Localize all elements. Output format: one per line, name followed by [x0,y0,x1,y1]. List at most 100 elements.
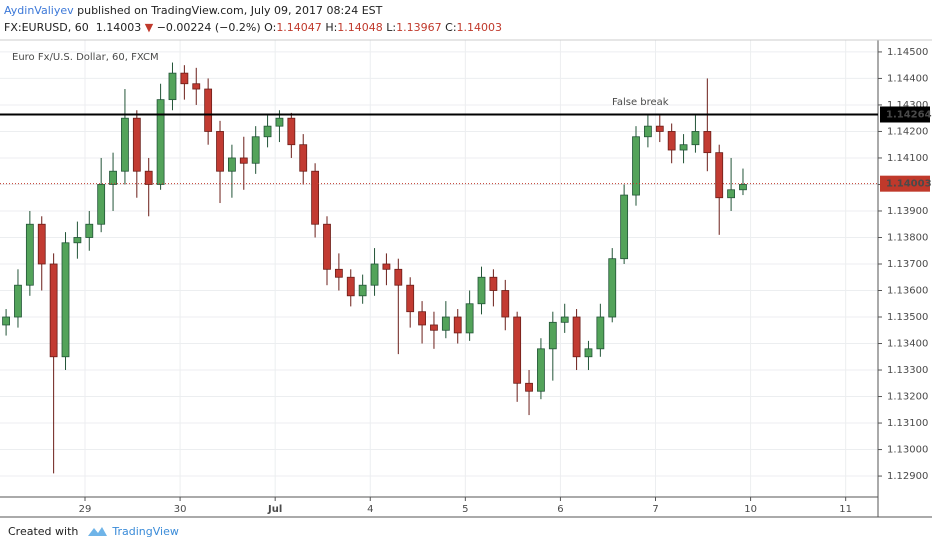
candle-body [679,144,688,151]
o-value: 1.14047 [276,21,322,34]
candle-body [418,311,426,326]
y-tick-label: 1.13200 [887,392,928,403]
l-value: 1.13967 [396,21,442,34]
candle-body [703,131,712,154]
y-tick-label: 1.14500 [887,47,928,58]
x-tick-label: 30 [174,504,187,515]
x-tick-label: 7 [652,504,658,515]
y-tick-label: 1.13300 [887,365,928,376]
candle-body [85,223,94,238]
candle-body [323,223,331,270]
candle-body [228,157,236,172]
candle-body [251,136,260,164]
candle-body [97,184,106,225]
annotation: False break [612,97,669,108]
created-with: Created with [8,524,79,538]
candle-body [73,237,82,244]
candle-body [394,268,403,286]
candle-body [441,316,450,331]
change: −0.00224 (−0.2%) [156,21,261,34]
x-tick-label: 11 [839,504,852,515]
x-tick-label: 29 [79,504,92,515]
candle-body [739,184,747,191]
plot-area [0,40,878,497]
candle-body [168,72,177,101]
x-tick-label: 6 [557,504,563,515]
candle-body [643,125,652,138]
candle-body [584,348,593,358]
candle-body [334,268,343,278]
y-tick-label: 1.14300 [887,100,928,111]
brand[interactable]: TradingView [112,524,179,538]
candle-body [61,242,70,358]
candle-body [263,125,272,138]
candle-body [358,284,367,297]
candle-body [287,117,296,146]
candle-body [501,290,510,318]
candle-body [513,316,522,384]
candle-body [537,348,545,392]
candle-body [560,316,569,323]
y-tick-label: 1.14200 [887,126,928,137]
candle-body [620,194,629,260]
y-tick-label: 1.13900 [887,206,928,217]
logo [88,527,108,536]
author[interactable]: AydinValiyev [4,4,74,17]
candle-body [525,382,533,392]
candle-body [132,117,141,172]
c-value: 1.14003 [456,21,503,34]
candle-body [275,117,284,127]
candle-body [14,284,22,318]
x-tick-label: Jul [267,504,282,515]
candle-body [121,117,129,172]
price-label: 1.14264 [886,109,932,120]
y-tick-label: 1.13600 [887,286,928,297]
candle-body [2,316,10,326]
candle-body [548,321,557,350]
header: AydinValiyev published on TradingView.co… [4,2,502,36]
y-tick-label: 1.12900 [887,471,928,482]
y-tick-label: 1.13800 [887,232,928,243]
candle-body [430,324,438,331]
candle-body [25,223,34,286]
candle-body [489,276,498,291]
y-tick-label: 1.13000 [887,445,928,456]
candle-body [239,157,248,164]
y-tick-label: 1.13100 [887,418,928,429]
footer: Created with TradingView [8,524,179,538]
legend: Euro Fx/U.S. Dollar, 60, FXCM [12,52,159,63]
o-label: O: [264,21,277,34]
y-tick-label: 1.13700 [887,259,928,270]
candle-body [144,170,153,185]
candle-body [453,316,462,334]
x-tick-label: 4 [367,504,373,515]
candle-body [204,88,213,132]
h-value: 1.14048 [337,21,383,34]
candle-body [311,170,320,225]
candle-body [715,152,724,199]
candle-body [346,276,355,297]
y-tick-label: 1.14400 [887,73,928,84]
candle-body [406,284,415,313]
candle-body [37,223,46,265]
candle-body [477,276,486,305]
candle-body [465,303,474,334]
candle-body [382,263,391,270]
candle-body [180,72,189,85]
candle-body [216,131,224,172]
header-line: AydinValiyev published on TradingView.co… [4,2,502,19]
candle-body [667,131,676,151]
published: published on TradingView.com, July 09, 2… [77,4,383,17]
candle-body [109,170,117,185]
header-line: FX:EURUSD, 60 1.14003 ▼ −0.00224 (−0.2%)… [4,19,502,36]
chart: 1.12900 1.13000 1.13100 1.13200 1.13300 1.134… [0,39,932,518]
y-tick-label: 1.13500 [887,312,928,323]
candle-body [632,136,640,196]
y-tick-label: 1.14100 [887,153,928,164]
candle-body [49,263,58,358]
price-label-box [880,175,930,192]
price-label-box [880,106,930,123]
candle-body [192,83,201,90]
candle-body [691,131,700,146]
